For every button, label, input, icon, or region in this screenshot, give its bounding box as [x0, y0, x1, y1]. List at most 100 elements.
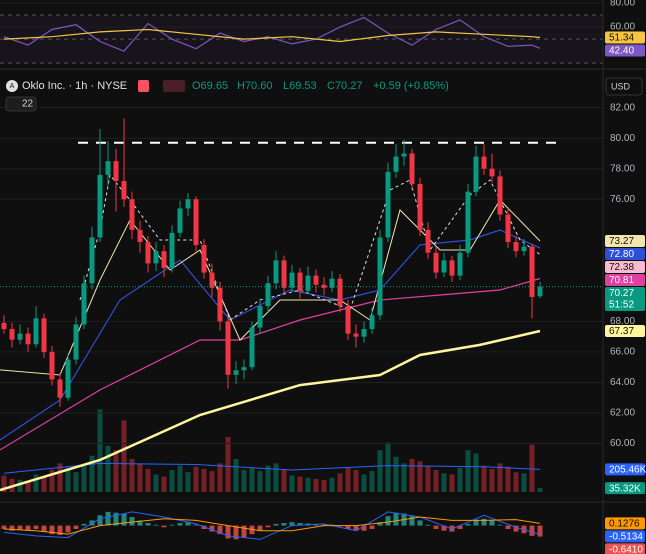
price-tag-bg — [605, 463, 645, 476]
candle-body — [425, 229, 431, 253]
volume-bar — [65, 467, 71, 492]
indicator-toggle[interactable] — [5, 96, 37, 112]
candle-body — [209, 272, 215, 288]
macd-histogram-bar — [257, 525, 263, 531]
macd-histogram-bar — [225, 525, 231, 539]
volume-bar — [537, 488, 543, 492]
macd-histogram-bar — [441, 525, 447, 531]
moving-average — [0, 277, 541, 451]
candle-body — [169, 232, 175, 268]
candle-body — [161, 251, 167, 268]
bar-countdown: 51:52 — [609, 300, 634, 311]
candle-body — [225, 321, 231, 375]
volume-bar — [361, 474, 367, 492]
price-tag-bg — [605, 31, 645, 44]
volume-bar — [33, 474, 39, 492]
volume-bar — [153, 474, 159, 492]
price-tag-bg — [605, 543, 645, 554]
macd-histogram-bar — [153, 524, 159, 526]
price-tag: 51.34 — [609, 33, 634, 44]
moving-average — [0, 329, 541, 492]
candle-body — [113, 161, 119, 181]
volume-bar — [113, 450, 119, 492]
volume-bar — [193, 466, 199, 492]
volume-bar — [433, 470, 439, 492]
candle-body — [497, 176, 503, 215]
candle-body — [273, 260, 279, 284]
candle-body — [505, 214, 511, 243]
volume-bar — [185, 472, 191, 492]
volume-bar — [513, 472, 519, 492]
volume-bar — [41, 476, 47, 492]
candle-body — [529, 246, 535, 297]
currency-box[interactable] — [605, 77, 643, 96]
macd-histogram-bar — [329, 524, 335, 526]
moving-average — [0, 229, 541, 441]
candle-body — [297, 272, 303, 291]
macd-histogram-bar — [49, 525, 55, 535]
candle-body — [441, 260, 447, 273]
candle-body — [249, 327, 255, 368]
status-icon[interactable] — [163, 80, 185, 92]
volume-bar — [17, 479, 23, 492]
candle-body — [201, 245, 207, 273]
volume-bar — [393, 456, 399, 492]
price-tag: -0.6410 — [609, 545, 643, 554]
volume-bar — [161, 476, 167, 492]
volume-bar — [449, 474, 455, 492]
candle-body — [57, 379, 63, 398]
macd-histogram-bar — [25, 525, 31, 531]
volume-bar — [465, 450, 471, 492]
macd-histogram-bar — [537, 525, 543, 537]
candle-body — [105, 161, 111, 175]
candle-body — [17, 333, 23, 340]
macd-histogram-bar — [369, 525, 375, 529]
logo-letter: A — [10, 83, 15, 90]
price-tag-bg — [605, 482, 645, 495]
macd-histogram-bar — [9, 525, 15, 531]
y-tick-label: 80.00 — [610, 133, 635, 144]
volume-bar — [385, 442, 391, 492]
candle-body — [265, 283, 271, 307]
macd-histogram-bar — [41, 525, 47, 532]
volume-bar — [353, 470, 359, 492]
currency: USD — [611, 81, 631, 91]
y-tick-label: 60.00 — [610, 22, 635, 33]
volume-bar — [97, 409, 103, 492]
symbol-title: Oklo Inc. · 1h · NYSE — [22, 80, 127, 92]
candle-body — [81, 283, 87, 325]
candle-body — [401, 153, 407, 157]
candle-body — [433, 252, 439, 273]
header: A Oklo Inc. · 1h · NYSE O69.65 H70.60 L6… — [5, 77, 643, 112]
candle-body — [241, 367, 247, 371]
price-tag-bg — [605, 530, 645, 543]
macd-histogram-bar — [193, 524, 199, 526]
candle-body — [41, 318, 47, 352]
y-tick-label: 82.00 — [610, 102, 635, 113]
macd-histogram-bar — [137, 520, 143, 526]
macd-histogram-bar — [57, 525, 63, 535]
price-tag-bg — [605, 286, 645, 311]
macd-histogram-bar — [241, 525, 247, 538]
volume-bar — [281, 470, 287, 492]
ohlc-high: H70.60 — [237, 80, 272, 92]
candle-body — [9, 329, 15, 340]
volume-average — [3, 462, 541, 474]
price-tag-bg — [605, 517, 645, 530]
volume-bar — [441, 473, 447, 492]
macd-histogram-bar — [273, 523, 279, 526]
candle-body — [289, 272, 295, 288]
macd-histogram-bar — [433, 525, 439, 529]
volume-bar — [1, 475, 7, 492]
price-tag-bg — [605, 44, 645, 57]
candle-body — [25, 333, 31, 345]
y-tick-label: 78.00 — [610, 163, 635, 174]
candle-body — [33, 318, 39, 345]
flag-icon[interactable] — [138, 80, 149, 92]
indicator-count: 22 — [22, 99, 34, 110]
candle-body — [177, 208, 183, 233]
volume-bar — [241, 470, 247, 492]
macd-histogram-bar — [425, 524, 431, 526]
